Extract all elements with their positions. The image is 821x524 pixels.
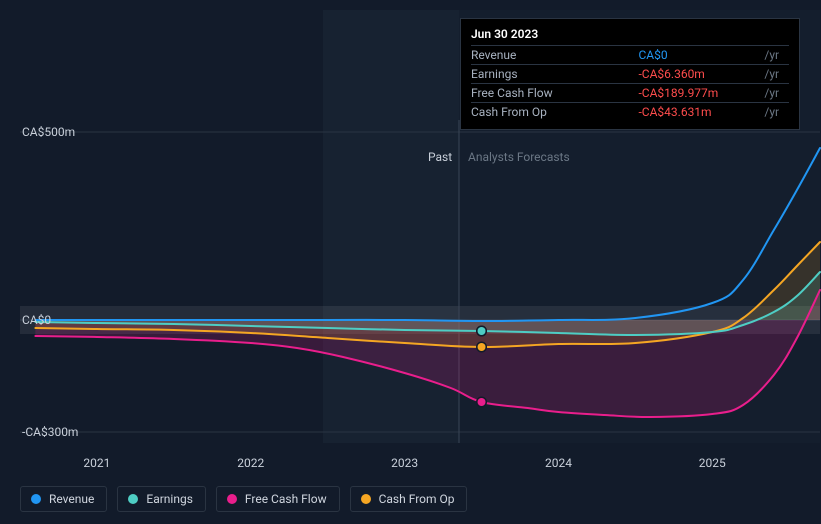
tooltip-date: Jun 30 2023: [471, 25, 789, 45]
tooltip-row-unit: /yr: [760, 65, 789, 84]
past-label: Past: [428, 150, 452, 164]
legend-item-label: Earnings: [146, 492, 193, 506]
legend-swatch-icon: [227, 494, 237, 504]
legend-item-label: Cash From Op: [379, 492, 455, 506]
tooltip-row-unit: /yr: [760, 84, 789, 103]
y-axis-label: CA$0: [22, 313, 51, 327]
tooltip-row-value: -CA$189.977m: [638, 84, 760, 103]
x-axis-label: 2024: [545, 456, 572, 470]
legend-item-earnings[interactable]: Earnings: [117, 486, 206, 512]
x-axis-label: 2025: [699, 456, 726, 470]
series-marker-fcf[interactable]: [478, 398, 486, 406]
tooltip-row-value: -CA$43.631m: [638, 103, 760, 122]
chart-legend: Revenue Earnings Free Cash Flow Cash From O…: [20, 486, 467, 512]
tooltip-row: Cash From Op-CA$43.631m/yr: [471, 103, 789, 122]
tooltip-row-label: Earnings: [471, 65, 638, 84]
forecast-label: Analysts Forecasts: [468, 150, 570, 164]
x-axis-label: 2022: [237, 456, 264, 470]
legend-item-fcf[interactable]: Free Cash Flow: [216, 486, 340, 512]
legend-swatch-icon: [128, 494, 138, 504]
x-axis-label: 2023: [391, 456, 418, 470]
chart-tooltip: Jun 30 2023 RevenueCA$0/yrEarnings-CA$6.…: [460, 18, 800, 130]
tooltip-row: Earnings-CA$6.360m/yr: [471, 65, 789, 84]
tooltip-row-label: Free Cash Flow: [471, 84, 638, 103]
tooltip-row-unit: /yr: [760, 103, 789, 122]
x-axis-label: 2021: [83, 456, 110, 470]
tooltip-row-label: Revenue: [471, 46, 638, 65]
y-axis-label: -CA$300m: [22, 425, 78, 439]
legend-item-cfo[interactable]: Cash From Op: [350, 486, 468, 512]
tooltip-row-unit: /yr: [760, 46, 789, 65]
legend-swatch-icon: [31, 494, 41, 504]
tooltip-row-value: -CA$6.360m: [638, 65, 760, 84]
y-axis-label: CA$500m: [22, 125, 75, 139]
series-marker-earnings[interactable]: [478, 327, 486, 335]
legend-item-label: Free Cash Flow: [245, 492, 327, 506]
tooltip-row: RevenueCA$0/yr: [471, 46, 789, 65]
tooltip-row: Free Cash Flow-CA$189.977m/yr: [471, 84, 789, 103]
legend-item-revenue[interactable]: Revenue: [20, 486, 107, 512]
series-marker-cfo[interactable]: [478, 343, 486, 351]
legend-item-label: Revenue: [49, 492, 94, 506]
tooltip-row-value: CA$0: [638, 46, 760, 65]
legend-swatch-icon: [361, 494, 371, 504]
tooltip-row-label: Cash From Op: [471, 103, 638, 122]
